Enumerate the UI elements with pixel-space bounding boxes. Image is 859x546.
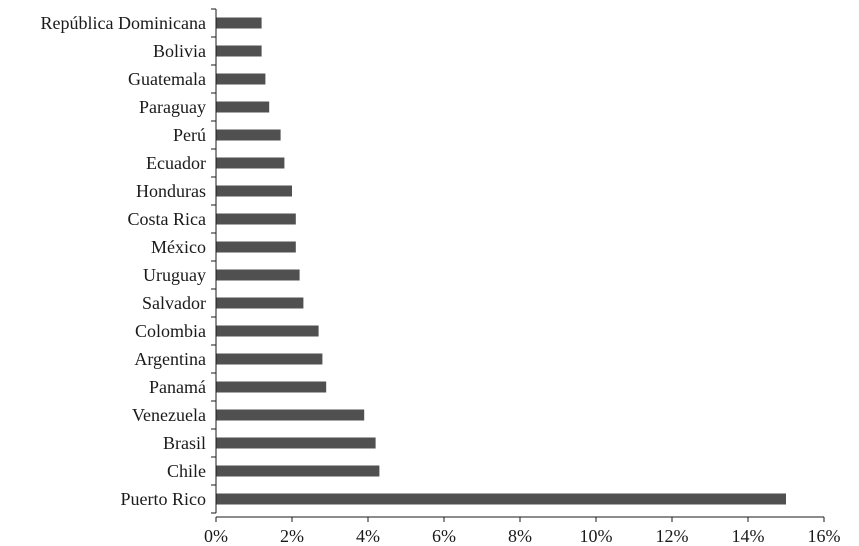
bar-paraguay [216,101,270,113]
bar-salvador [216,297,304,309]
category-label: Costa Rica [128,209,207,229]
bar-argentina [216,353,323,365]
bar-venezuela [216,409,365,421]
category-label: República Dominicana [41,13,206,33]
bar-guatemala [216,73,266,85]
category-labels: República Dominicana Bolivia Guatemala Para… [41,13,206,509]
category-label: Colombia [135,321,206,341]
category-label: Guatemala [128,69,206,89]
bar-costa-rica [216,213,296,225]
x-tick-label: 6% [432,526,456,546]
axes-group [211,8,825,522]
bar-puerto-rico [216,493,786,505]
bar-panamá [216,381,327,393]
bar-uruguay [216,269,300,281]
x-tick-label: 16% [808,526,841,546]
x-tick-label: 8% [508,526,532,546]
bar-chile [216,465,380,477]
category-label: Chile [167,461,206,481]
category-label: Argentina [134,349,206,369]
category-label: Uruguay [143,265,206,285]
bars-group [216,17,786,505]
category-label: Honduras [136,181,206,201]
bar-brasil [216,437,376,449]
x-tick-label: 12% [656,526,689,546]
category-label: Bolivia [153,41,206,61]
bar-colombia [216,325,319,337]
category-label: Perú [173,125,206,145]
bar-ecuador [216,157,285,169]
category-label: México [151,237,206,257]
bar-honduras [216,185,292,197]
category-label: Brasil [163,433,206,453]
category-label: Venezuela [132,405,206,425]
category-label: Salvador [142,293,206,313]
x-tick-labels: 0% 2% 4% 6% 8% 10% 12% 14% 16% [204,526,841,546]
bar-méxico [216,241,296,253]
x-tick-label: 10% [580,526,613,546]
category-label: Puerto Rico [121,489,207,509]
bar-perú [216,129,281,141]
bar-república-dominicana [216,17,262,29]
x-tick-label: 0% [204,526,228,546]
category-label: Ecuador [146,153,206,173]
category-label: Paraguay [139,97,206,117]
x-tick-label: 2% [280,526,304,546]
x-tick-label: 4% [356,526,380,546]
category-label: Panamá [149,377,206,397]
x-tick-label: 14% [732,526,765,546]
bar-bolivia [216,45,262,57]
